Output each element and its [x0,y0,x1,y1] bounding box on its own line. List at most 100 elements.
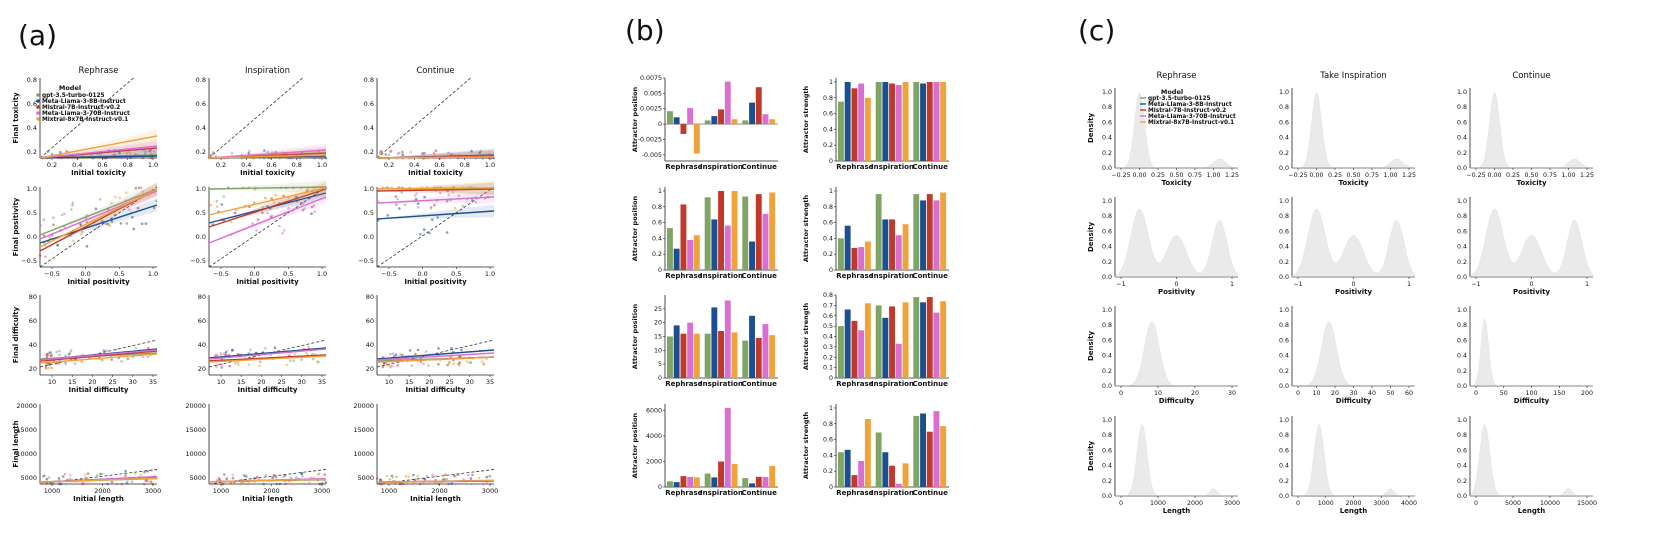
y-axis-label: Density [1087,222,1095,252]
bar [902,302,909,378]
ci-band [40,129,157,158]
ci-band [40,139,157,158]
scatter-point [248,149,251,153]
y-tick-label: 0.0 [1279,493,1289,500]
panel-c: Rephrase Take Inspiration Continue−0.25 0.0… [1087,71,1597,515]
x-category-label: Rephrase [836,380,873,388]
scatter-point [433,482,437,485]
y-tick-label: 40 [198,341,206,349]
scatter-point [243,474,246,477]
x-category-label: Inspiration [871,272,914,280]
density-subplot: 0 50 100 150 200 1.0 0.8 0.6 0.4 0.2 0.0 Difficulty [1457,306,1593,405]
y-tick-label: 0.8 [823,95,833,102]
x-tick-label: 0.50 [1524,172,1538,179]
scatter-point [124,474,127,478]
scatter-point [65,150,68,153]
scatter-point [58,353,61,357]
scatter-point [300,358,303,361]
x-tick-label: 50 [1500,390,1508,397]
scatter-point [444,473,447,476]
x-category-label: Continue [741,380,777,388]
x-category-label: Rephrase [836,489,873,497]
x-category-label: Inspiration [700,272,743,280]
x-tick-label: 30 [1349,390,1357,397]
scatter-point [73,362,77,366]
scatter-point [323,473,327,476]
x-tick-label: 0.00 [1487,172,1501,179]
legend-marker [36,105,40,109]
y-tick-label: 1.0 [1279,198,1289,205]
x-tick-label: 2000 [263,487,280,495]
scatter-point [147,480,150,483]
scatter-point [133,472,137,475]
bar [762,213,769,270]
x-tick-label: 30 [466,378,474,386]
scatter-point [272,474,276,477]
bar [889,219,895,270]
x-tick-label: 1000 [44,487,61,495]
y-tick-label: 0.8 [823,292,833,299]
scatter-point [126,480,129,483]
bar-subplot: 0 0.1 0.2 0.3 0.4 0.5 0.6 0.7 0.8 RephraseInspira… [802,292,949,388]
scatter-point [274,475,278,479]
ci-band [40,182,157,247]
y-tick-label: 20 [654,320,662,327]
scatter-point [488,474,492,478]
scatter-point [140,186,143,190]
scatter-point [454,475,457,478]
bar-subplot: 0 2000 4000 6000 RephraseInspirationContinue… [631,404,778,497]
y-tick-label: 1.0 [196,185,206,193]
bar [667,228,673,270]
scatter-point [113,213,116,216]
y-tick-label: 0.6 [1279,447,1289,454]
y-tick-label: -0.005 [642,152,662,159]
x-tick-label: 0 [1119,500,1123,507]
scatter-point [389,352,392,356]
scatter-point [413,194,417,197]
x-tick-label: 3000 [145,487,162,495]
x-category-label: Continue [912,272,948,280]
scatter-point [281,232,284,235]
y-tick-label: −0.5 [21,257,37,265]
scatter-point [439,191,442,195]
y-tick-label: 15000 [353,426,374,434]
bar [926,82,933,161]
x-axis-label: Initial positivity [404,278,467,286]
scatter-point [376,219,380,222]
scatter-point [141,355,145,359]
scatter-subplot: 0.2 0.4 0.6 0.8 1.0 0.8 0.6 0.4 0.2 Initial toxic… [12,76,158,177]
bar [680,124,687,134]
x-tick-label: 20 [88,378,96,386]
scatter-point [44,367,48,371]
scatter-point [404,474,408,478]
y-tick-label: 0.4 [1457,244,1467,251]
scatter-point [305,189,309,192]
bar [711,116,718,125]
x-tick-label: 150 [1553,390,1565,397]
bar [673,325,680,378]
x-tick-label: 0 [1119,390,1123,397]
scatter-point [450,153,453,156]
scatter-point [292,359,296,363]
y-tick-label: 0.4 [196,124,206,132]
legend-entry: Mistral-7B-Instruct-v0.2 [42,105,120,111]
legend-title: Model [1161,88,1183,96]
scatter-point [387,153,391,156]
scatter-point [215,478,219,482]
scatter-subplot: 0.2 0.4 0.6 0.8 1.0 0.8 0.6 0.4 0.2 Initial toxic… [196,76,328,177]
col-title: Continue [416,66,454,76]
scatter-point [209,155,212,158]
scatter-point [477,476,481,480]
reference-line [376,339,495,368]
scatter-point [450,346,453,350]
x-tick-label: 1.00 [1383,172,1397,179]
bar [913,297,920,378]
scatter-point [315,360,319,363]
scatter-point [478,151,481,154]
x-tick-label: 1 [1585,281,1589,288]
scatter-point [270,214,274,217]
x-tick-label: 20 [257,378,265,386]
x-category-label: Rephrase [836,272,873,280]
scatter-point [231,476,235,480]
